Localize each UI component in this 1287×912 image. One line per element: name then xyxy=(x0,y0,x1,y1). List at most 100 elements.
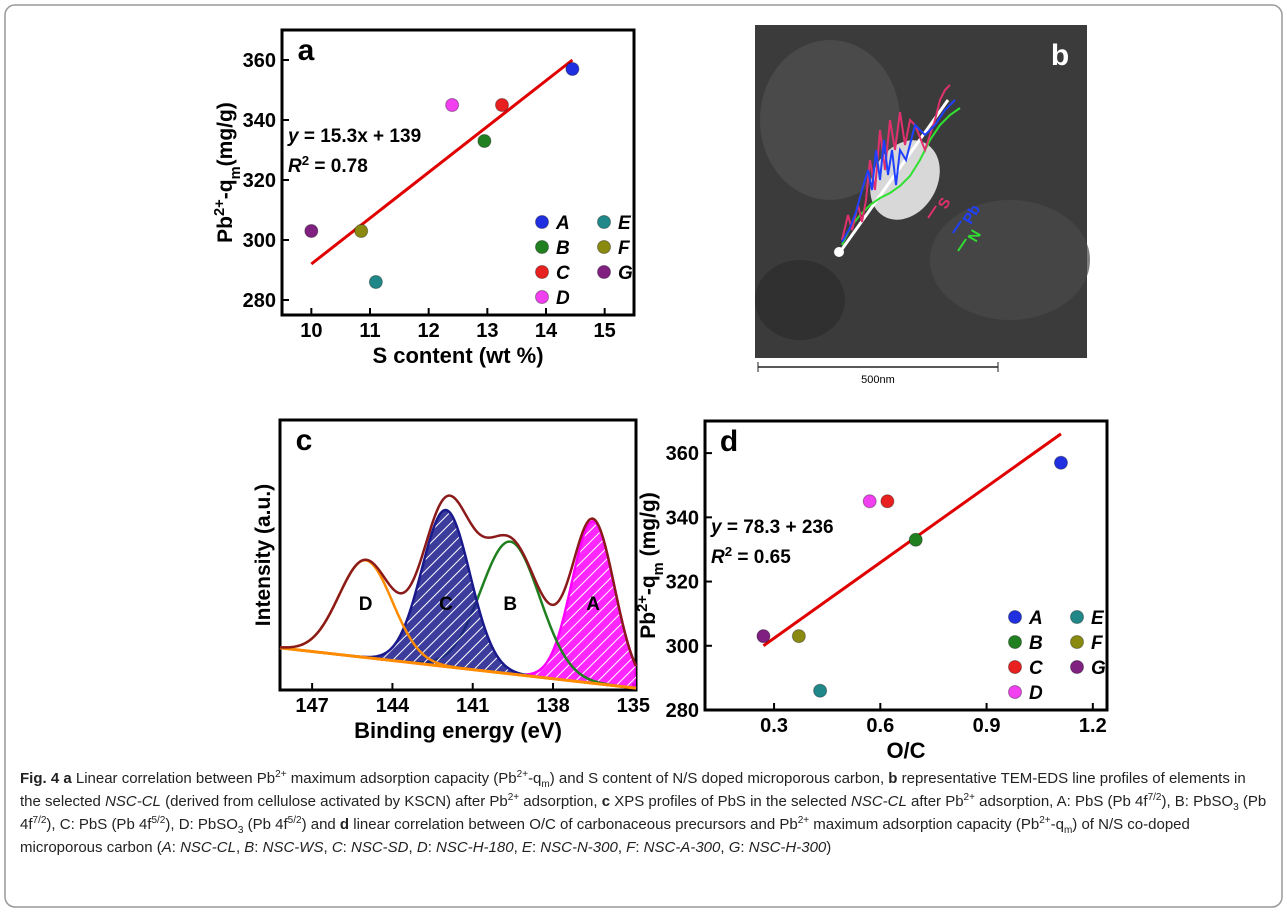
caption-run: maximum adsorption capacity (Pb xyxy=(809,816,1039,833)
peak-label: B xyxy=(503,594,517,615)
fit-r2: R2 = 0.65 xyxy=(711,544,791,569)
fit-equation: y = 15.3x + 139 xyxy=(287,126,421,147)
caption-run: , xyxy=(514,839,522,856)
y-tick-label: 340 xyxy=(666,507,699,529)
peak-label: A xyxy=(586,594,600,615)
legend-label: E xyxy=(618,213,632,234)
caption-run: : xyxy=(635,839,643,856)
caption-run: B xyxy=(244,839,254,856)
caption-run: a xyxy=(63,770,71,787)
legend-marker xyxy=(598,216,611,229)
data-point xyxy=(355,225,368,238)
y-tick-label: 300 xyxy=(243,230,276,252)
y-tick-label: 340 xyxy=(243,110,276,132)
caption-run: c xyxy=(602,793,610,810)
x-axis-label: S content (wt %) xyxy=(372,343,543,368)
panel-label: d xyxy=(720,425,738,458)
panel-label: b xyxy=(1051,39,1069,72)
x-tick-label: 0.9 xyxy=(973,715,1001,737)
legend-label: A xyxy=(555,213,570,234)
legend-label: F xyxy=(618,238,631,259)
y-axis-label: Intensity (a.u.) xyxy=(252,484,275,626)
x-tick-label: 11 xyxy=(359,320,380,342)
caption-run: NSC-CL xyxy=(851,793,907,810)
data-point xyxy=(863,495,876,508)
legend-label: D xyxy=(556,288,570,309)
fit-r2-run: R xyxy=(288,156,302,177)
legend-marker xyxy=(1071,636,1084,649)
caption-run: adsorption, A: PbS (Pb 4f xyxy=(975,793,1148,810)
legend-marker xyxy=(1009,611,1022,624)
caption: Fig. 4 a Linear correlation between Pb2+… xyxy=(20,767,1270,859)
caption-run: ) and xyxy=(302,816,340,833)
x-tick-label: 138 xyxy=(536,695,569,717)
legend-marker xyxy=(536,241,549,254)
x-tick-label: 135 xyxy=(617,695,650,717)
caption-run: : xyxy=(740,839,748,856)
panel-label: c xyxy=(296,424,313,457)
x-tick-label: 10 xyxy=(300,320,322,342)
x-axis-label: O/C xyxy=(886,738,925,763)
caption-run: Linear correlation between Pb xyxy=(72,770,275,787)
y-axis-label-run: Pb xyxy=(637,612,660,639)
fit-equation: y = 78.3 + 236 xyxy=(710,517,834,538)
data-point xyxy=(757,630,770,643)
caption-run: : xyxy=(172,839,180,856)
caption-run: : xyxy=(428,839,436,856)
y-tick-label: 360 xyxy=(666,443,699,465)
caption-run: NSC-SD xyxy=(351,839,409,856)
y-axis-label-run: Intensity (a.u.) xyxy=(252,484,275,626)
data-point xyxy=(566,63,579,76)
y-axis-label: Pb2+-qm (mg/g) xyxy=(635,492,667,638)
caption-run: , xyxy=(409,839,417,856)
caption-run: maximum adsorption capacity (Pb xyxy=(287,770,517,787)
fit-equation-run: = 15.3x + 139 xyxy=(299,126,422,147)
x-tick-label: 14 xyxy=(535,320,558,342)
caption-run: NSC-CL xyxy=(105,793,161,810)
x-tick-label: 147 xyxy=(295,695,328,717)
data-point xyxy=(446,99,459,112)
x-axis-label: Binding energy (eV) xyxy=(354,718,562,743)
legend-marker xyxy=(1009,636,1022,649)
scale-bar-label: 500nm xyxy=(861,374,895,386)
data-point xyxy=(478,135,491,148)
legend-label: E xyxy=(1091,608,1105,629)
y-axis-label-run: (mg/g) xyxy=(214,102,237,166)
fit-r2-run: 2 xyxy=(302,153,309,168)
caption-run: 2+ xyxy=(275,769,286,780)
legend-marker xyxy=(598,266,611,279)
y-axis-label-run: Pb xyxy=(214,216,237,243)
caption-run: (Pb 4f xyxy=(243,816,287,833)
legend-marker xyxy=(1071,611,1084,624)
data-point xyxy=(496,99,509,112)
caption-run: ), D: PbSO xyxy=(165,816,238,833)
x-tick-label: 0.6 xyxy=(866,715,894,737)
caption-run: 5/2 xyxy=(288,815,302,826)
data-point xyxy=(909,533,922,546)
caption-run: , xyxy=(618,839,626,856)
caption-run: 5/2 xyxy=(151,815,165,826)
legend-marker xyxy=(598,241,611,254)
page: {"chart_data":[ {"type":"scatter","panel… xyxy=(0,0,1287,912)
y-axis-label-run: m xyxy=(651,562,667,575)
fit-r2: R2 = 0.78 xyxy=(288,153,368,178)
caption-run: F xyxy=(626,839,635,856)
y-axis-label-run: 2+ xyxy=(635,595,651,612)
y-axis-label-run: -q xyxy=(214,179,237,199)
tem-image xyxy=(755,25,1090,358)
x-tick-label: 144 xyxy=(376,695,410,717)
data-point xyxy=(881,495,894,508)
legend-marker xyxy=(536,216,549,229)
caption-run: A xyxy=(162,839,172,856)
legend-label: G xyxy=(618,263,633,284)
caption-run: 2+ xyxy=(964,792,975,803)
caption-run: d xyxy=(340,816,349,833)
caption-run: Fig. 4 xyxy=(20,770,59,787)
caption-run: NSC-N-300 xyxy=(540,839,618,856)
peak-label: D xyxy=(359,594,373,615)
caption-run: 7/2 xyxy=(33,815,47,826)
caption-run: ) and S content of N/S doped microporous… xyxy=(550,770,889,787)
fit-r2-run: = 0.78 xyxy=(309,156,368,177)
legend-label: D xyxy=(1029,683,1043,704)
fit-r2-run: 2 xyxy=(725,544,732,559)
